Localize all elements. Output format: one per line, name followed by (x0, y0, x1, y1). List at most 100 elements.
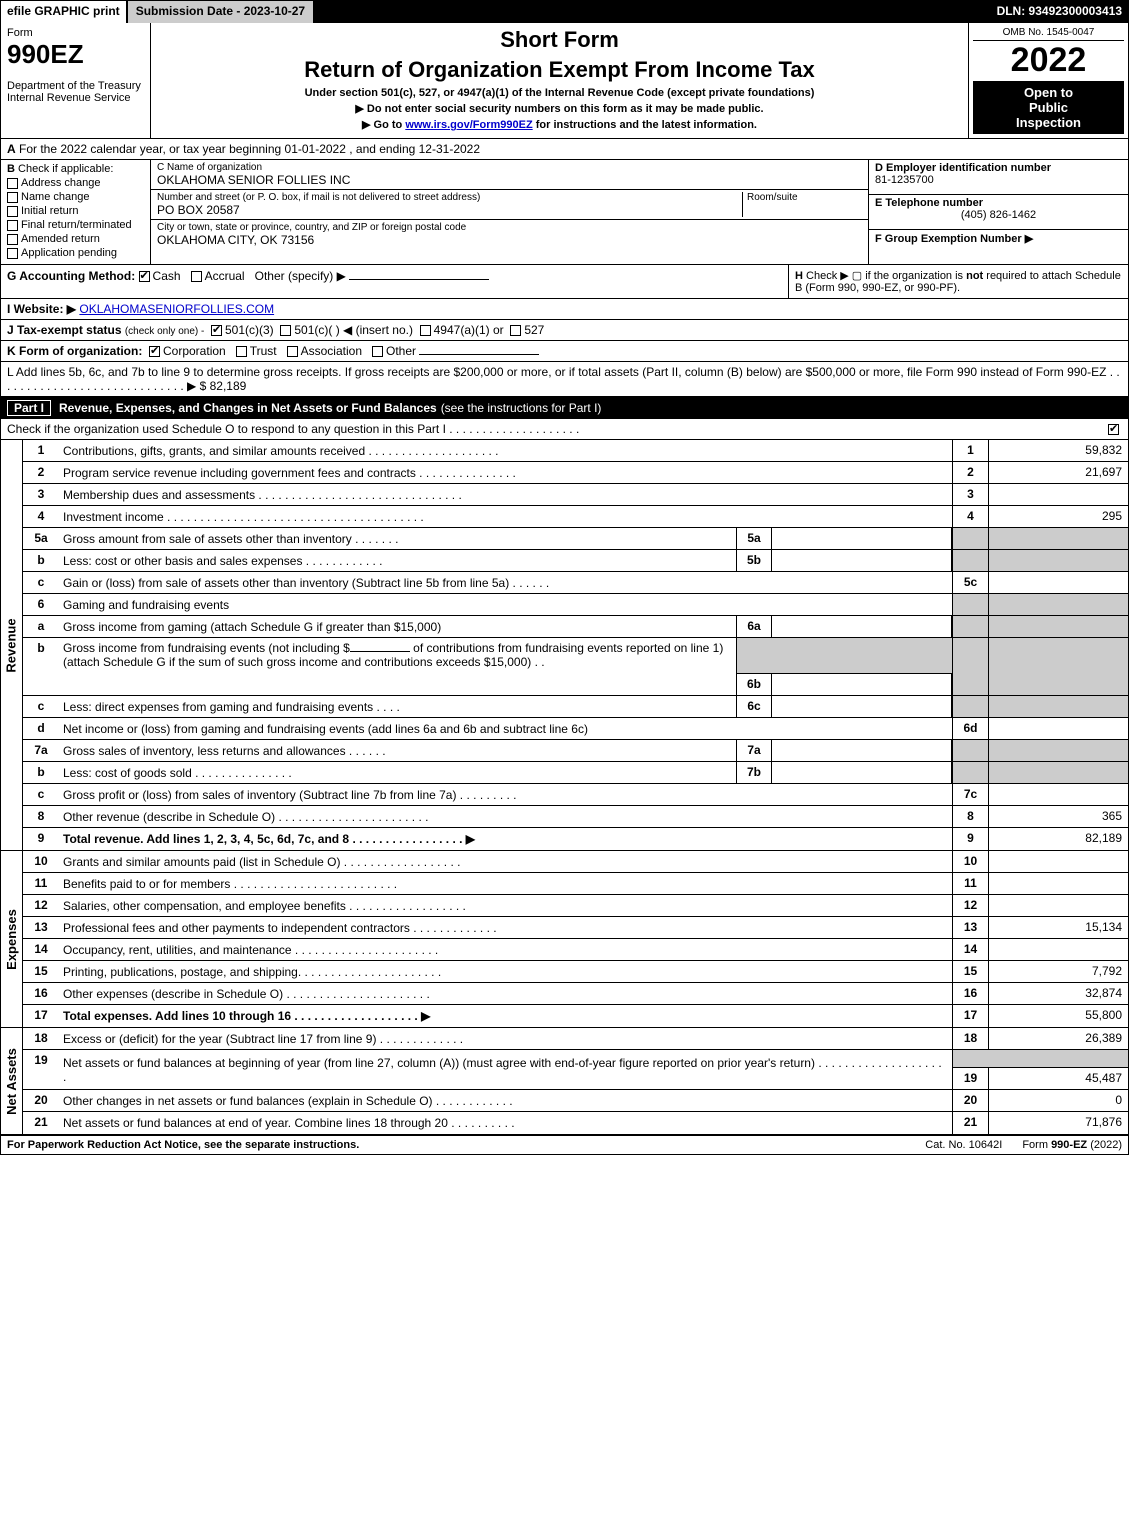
submission-date: Submission Date - 2023-10-27 (128, 1, 315, 23)
netassets-section: Net Assets 18Excess or (deficit) for the… (1, 1028, 1128, 1136)
chk-schedule-o-part1[interactable] (1108, 424, 1119, 435)
efile-label: efile GRAPHIC print (1, 1, 128, 23)
row-a: A For the 2022 calendar year, or tax yea… (1, 139, 1128, 160)
chk-cash[interactable] (139, 271, 150, 282)
form-990ez-page: efile GRAPHIC print Submission Date - 20… (0, 0, 1129, 1155)
footer-right-post: (2022) (1087, 1139, 1122, 1151)
row-i: I Website: ▶ OKLAHOMASENIORFOLLIES.COM (1, 299, 1128, 320)
line-5b: bLess: cost or other basis and sales exp… (23, 550, 1128, 572)
part1-rest: (see the instructions for Part I) (441, 401, 602, 415)
chk-501c[interactable] (280, 325, 291, 336)
line-6: 6Gaming and fundraising events (23, 594, 1128, 616)
k-opt2: Association (301, 344, 362, 358)
chk-trust[interactable] (236, 346, 247, 357)
e-phone-value: (405) 826-1462 (875, 209, 1122, 221)
line-6b-amount-input[interactable] (350, 651, 410, 652)
revenue-section: Revenue 1Contributions, gifts, grants, a… (1, 440, 1128, 851)
part1-title: Revenue, Expenses, and Changes in Net As… (59, 401, 437, 415)
d-ein-label: D Employer identification number (875, 162, 1051, 174)
revenue-lines: 1Contributions, gifts, grants, and simil… (23, 440, 1128, 850)
chk-527[interactable] (510, 325, 521, 336)
line-16: 16Other expenses (describe in Schedule O… (23, 983, 1128, 1005)
line-4: 4Investment income . . . . . . . . . . .… (23, 506, 1128, 528)
g-label: G Accounting Method: (7, 269, 135, 283)
g-other-input[interactable] (349, 279, 489, 280)
f-group-cell: F Group Exemption Number ▶ (869, 230, 1128, 264)
sub3-pre: ▶ Go to (362, 119, 405, 131)
chk-initial-return[interactable]: Initial return (7, 205, 144, 217)
row-g: G Accounting Method: Cash Accrual Other … (1, 265, 788, 298)
top-bar: efile GRAPHIC print Submission Date - 20… (1, 1, 1128, 23)
footer-right-bold: 990-EZ (1051, 1139, 1087, 1151)
row-j: J Tax-exempt status (check only one) - 5… (1, 320, 1128, 341)
chk-corporation[interactable] (149, 346, 160, 357)
h-text1: Check ▶ ▢ if the organization is (806, 270, 966, 282)
d-ein-value: 81-1235700 (875, 174, 1122, 186)
chk-final-return[interactable]: Final return/terminated (7, 219, 144, 231)
header-right: OMB No. 1545-0047 2022 Open to Public In… (968, 23, 1128, 138)
g-cash: Cash (153, 269, 181, 283)
chk-accrual[interactable] (191, 271, 202, 282)
line-19: 19Net assets or fund balances at beginni… (23, 1050, 1128, 1090)
line-5c: cGain or (loss) from sale of assets othe… (23, 572, 1128, 594)
open-line1: Open to (975, 85, 1122, 100)
chk-application-pending[interactable]: Application pending (7, 247, 144, 259)
row-a-text: For the 2022 calendar year, or tax year … (19, 142, 480, 156)
header-sub2: ▶ Do not enter social security numbers o… (159, 102, 960, 115)
netassets-side-label: Net Assets (1, 1028, 23, 1134)
revenue-side-label: Revenue (1, 440, 23, 850)
irs-link[interactable]: www.irs.gov/Form990EZ (405, 119, 532, 131)
line-13: 13Professional fees and other payments t… (23, 917, 1128, 939)
open-line3: Inspection (975, 115, 1122, 130)
line-5a: 5aGross amount from sale of assets other… (23, 528, 1128, 550)
footer: For Paperwork Reduction Act Notice, see … (1, 1136, 1128, 1154)
c-street-cell: Number and street (or P. O. box, if mail… (151, 190, 868, 220)
c-city-cell: City or town, state or province, country… (151, 220, 868, 249)
footer-cat-no: Cat. No. 10642I (925, 1139, 1002, 1151)
header-left: Form 990EZ Department of the Treasury In… (1, 23, 151, 138)
line-1: 1Contributions, gifts, grants, and simil… (23, 440, 1128, 462)
short-form-title: Short Form (159, 27, 960, 53)
omb-number: OMB No. 1545-0047 (973, 25, 1124, 41)
line-6c: cLess: direct expenses from gaming and f… (23, 696, 1128, 718)
c-name-value: OKLAHOMA SENIOR FOLLIES INC (157, 173, 862, 187)
header-block: Form 990EZ Department of the Treasury In… (1, 23, 1128, 139)
line-17: 17Total expenses. Add lines 10 through 1… (23, 1005, 1128, 1027)
k-opt1: Trust (250, 344, 277, 358)
row-h: H Check ▶ ▢ if the organization is not r… (788, 265, 1128, 298)
c-city-label: City or town, state or province, country… (157, 222, 862, 233)
chk-name-change[interactable]: Name change (7, 191, 144, 203)
f-group-label: F Group Exemption Number ▶ (875, 233, 1033, 245)
chk-amended-return[interactable]: Amended return (7, 233, 144, 245)
c-city-value: OKLAHOMA CITY, OK 73156 (157, 233, 862, 247)
footer-right: Form 990-EZ (2022) (1022, 1139, 1122, 1151)
main-title: Return of Organization Exempt From Incom… (159, 57, 960, 83)
j-opt4: 527 (524, 323, 544, 337)
k-other-input[interactable] (419, 354, 539, 355)
row-k: K Form of organization: Corporation Trus… (1, 341, 1128, 362)
chk-4947[interactable] (420, 325, 431, 336)
chk-501c3[interactable] (211, 325, 222, 336)
chk-association[interactable] (287, 346, 298, 357)
chk-address-change[interactable]: Address change (7, 177, 144, 189)
form-number: 990EZ (7, 39, 144, 70)
tax-year: 2022 (973, 41, 1124, 79)
chk-other-org[interactable] (372, 346, 383, 357)
j-sub: (check only one) - (125, 326, 204, 337)
line-18: 18Excess or (deficit) for the year (Subt… (23, 1028, 1128, 1050)
gh-row: G Accounting Method: Cash Accrual Other … (1, 265, 1128, 299)
e-phone-cell: E Telephone number (405) 826-1462 (869, 195, 1128, 230)
expenses-side-label: Expenses (1, 851, 23, 1027)
j-opt2: 501(c)( ) ◀ (insert no.) (294, 323, 413, 337)
row-l: L Add lines 5b, 6c, and 7b to line 9 to … (1, 362, 1128, 397)
line-10: 10Grants and similar amounts paid (list … (23, 851, 1128, 873)
website-link[interactable]: OKLAHOMASENIORFOLLIES.COM (79, 302, 274, 316)
d-ein-cell: D Employer identification number 81-1235… (869, 160, 1128, 195)
k-label: K Form of organization: (7, 344, 142, 358)
line-11: 11Benefits paid to or for members . . . … (23, 873, 1128, 895)
b-heading: Check if applicable: (18, 163, 113, 175)
row-a-label: A (7, 142, 16, 156)
topbar-spacer (315, 1, 990, 23)
l-text: L Add lines 5b, 6c, and 7b to line 9 to … (7, 365, 1120, 393)
h-not: not (966, 270, 983, 282)
